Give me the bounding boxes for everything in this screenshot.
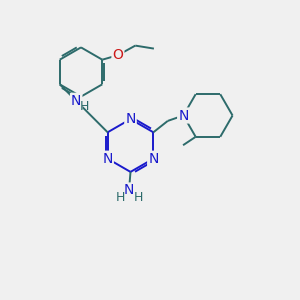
Text: O: O [112,48,123,62]
Text: N: N [102,152,113,166]
Text: N: N [178,109,189,122]
Text: N: N [148,152,159,166]
Text: H: H [133,190,143,204]
Text: H: H [115,190,125,204]
Text: N: N [71,94,81,108]
Text: N: N [125,112,136,126]
Text: H: H [80,100,89,113]
Text: N: N [124,184,134,197]
